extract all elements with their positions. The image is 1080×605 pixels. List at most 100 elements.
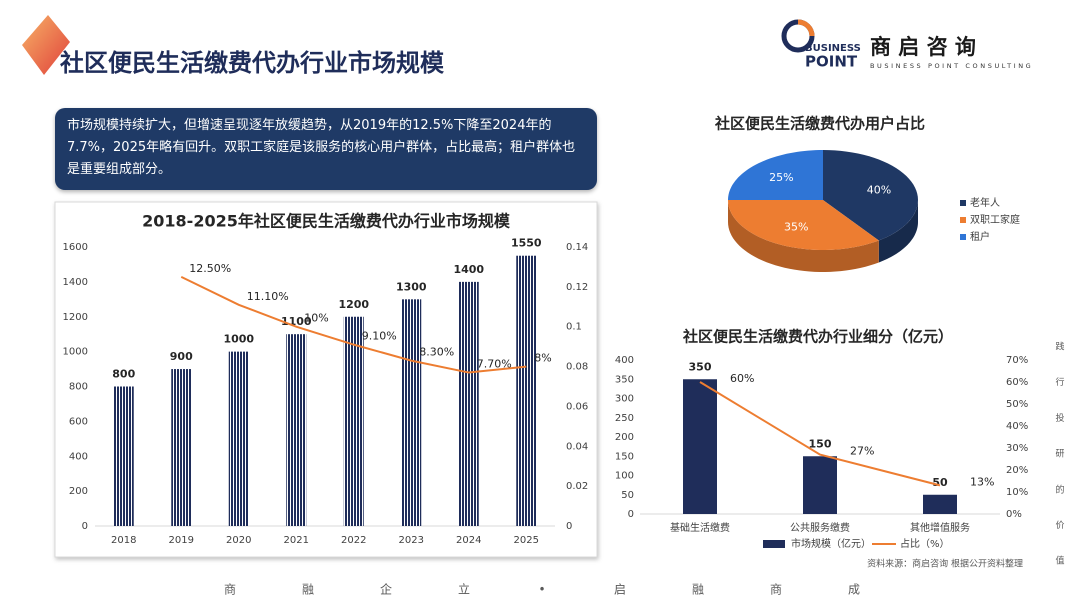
y-tick-label: 100: [615, 471, 634, 482]
line-value-label: 13%: [970, 475, 994, 488]
footer-text: 融: [302, 583, 314, 597]
bar-value-label: 350: [689, 360, 712, 373]
footer-text: 启: [614, 583, 626, 597]
y-tick-label: 150: [615, 451, 634, 462]
side-text: 值: [1055, 555, 1064, 567]
chart-title: 2018-2025年社区便民生活缴费代办行业市场规模: [142, 212, 511, 231]
y-tick-label: 800: [69, 382, 88, 393]
side-text: 行: [1055, 376, 1064, 388]
bar-value-label: 50: [932, 476, 948, 489]
pie-slice: [728, 200, 879, 250]
y-tick-label: 1000: [63, 347, 88, 358]
footer-text: 立: [458, 582, 470, 597]
bar: [286, 334, 307, 526]
legend-swatch: [960, 217, 966, 223]
y-tick-label: 1600: [63, 242, 88, 253]
brand-subtitle: BUSINESS POINT CONSULTING: [870, 62, 1033, 70]
y2-tick-label: 0.02: [566, 481, 588, 492]
legend-swatch: [960, 234, 966, 240]
y2-tick-label: 20%: [1006, 465, 1028, 476]
bar-value-label: 1550: [511, 237, 542, 250]
line-value-label: 60%: [730, 372, 754, 385]
x-tick-label: 2025: [514, 535, 539, 546]
footer-text: 成: [848, 583, 860, 597]
y-tick-label: 300: [615, 394, 634, 405]
bar: [228, 351, 249, 526]
y-tick-label: 0: [628, 509, 634, 520]
y2-tick-label: 0.1: [566, 322, 582, 333]
bar-value-label: 1000: [223, 333, 254, 346]
line-value-label: 10%: [304, 312, 328, 325]
pie-slice-side: [878, 200, 918, 263]
bar: [113, 386, 134, 526]
bar: [401, 299, 422, 526]
pie-slice: [823, 150, 918, 241]
page-title: 社区便民生活缴费代办行业市场规模: [60, 49, 445, 77]
x-tick-label: 2022: [341, 535, 366, 546]
pie-value-label: 35%: [784, 221, 808, 234]
bar: [458, 281, 479, 526]
y-tick-label: 400: [69, 451, 88, 462]
y2-tick-label: 50%: [1006, 399, 1028, 410]
y2-tick-label: 0.12: [566, 282, 588, 293]
line-value-label: 8.30%: [419, 346, 454, 359]
x-tick-label: 2020: [226, 535, 251, 546]
bar-value-label: 1200: [338, 298, 369, 311]
bar-value-label: 1300: [396, 280, 427, 293]
bar: [171, 369, 192, 526]
bar: [803, 456, 837, 514]
line-value-label: 12.50%: [189, 262, 231, 275]
y2-tick-label: 0: [566, 521, 572, 532]
y2-tick-label: 0.14: [566, 242, 588, 253]
y2-tick-label: 60%: [1006, 377, 1028, 388]
bar-value-label: 800: [112, 368, 135, 381]
y-tick-label: 350: [615, 374, 634, 385]
logo-text: BUSINESS: [805, 43, 861, 54]
side-text: 践: [1055, 341, 1064, 353]
line-value-label: 8%: [534, 352, 551, 365]
x-tick-label: 2021: [284, 535, 309, 546]
line-value-label: 11.10%: [247, 290, 289, 303]
y-tick-label: 0: [82, 521, 88, 532]
y2-tick-label: 70%: [1006, 355, 1028, 366]
y-tick-label: 1200: [63, 312, 88, 323]
bar-value-label: 1100: [281, 315, 312, 328]
line: [699, 381, 941, 487]
bar: [343, 316, 364, 526]
legend-label: 双职工家庭: [970, 213, 1020, 226]
x-tick-label: 2019: [169, 535, 194, 546]
summary-box: 市场规模持续扩大，但增速呈现逐年放缓趋势，从2019年的12.5%下降至2024…: [55, 108, 597, 190]
line-value-label: 9.10%: [362, 330, 397, 343]
pie-slice: [728, 150, 823, 200]
legend-label: 租户: [970, 230, 990, 243]
source-note: 资料来源：商启咨询 根据公开资料整理: [867, 558, 1023, 570]
bar-value-label: 1400: [453, 263, 484, 276]
y2-tick-label: 0.08: [566, 362, 588, 373]
footer-text: 企: [380, 582, 392, 597]
y-tick-label: 400: [615, 355, 634, 366]
y-tick-label: 200: [69, 486, 88, 497]
y2-tick-label: 0.04: [566, 441, 588, 452]
y2-tick-label: 10%: [1006, 487, 1028, 498]
chart-panel: [54, 201, 598, 558]
logo-accent: [797, 19, 815, 37]
pie-value-label: 25%: [769, 171, 793, 184]
brand-name: 商 启 咨 询: [870, 35, 976, 59]
y2-tick-label: 40%: [1006, 421, 1028, 432]
x-tick-label: 其他增值服务: [910, 521, 970, 534]
side-text: 的: [1055, 483, 1064, 495]
bar-value-label: 900: [170, 350, 193, 363]
chart-title: 社区便民生活缴费代办用户占比: [714, 115, 925, 133]
y-tick-label: 1400: [63, 277, 88, 288]
bar: [683, 379, 717, 514]
legend-swatch: [960, 200, 966, 206]
bar: [923, 494, 957, 514]
y-tick-label: 250: [615, 413, 634, 424]
logo-text: POINT: [805, 53, 858, 71]
y2-tick-label: 0.06: [566, 401, 588, 412]
x-tick-label: 公共服务缴费: [790, 521, 850, 534]
x-tick-label: 2023: [399, 535, 424, 546]
y-tick-label: 600: [69, 416, 88, 427]
header-decoration: [22, 15, 70, 75]
